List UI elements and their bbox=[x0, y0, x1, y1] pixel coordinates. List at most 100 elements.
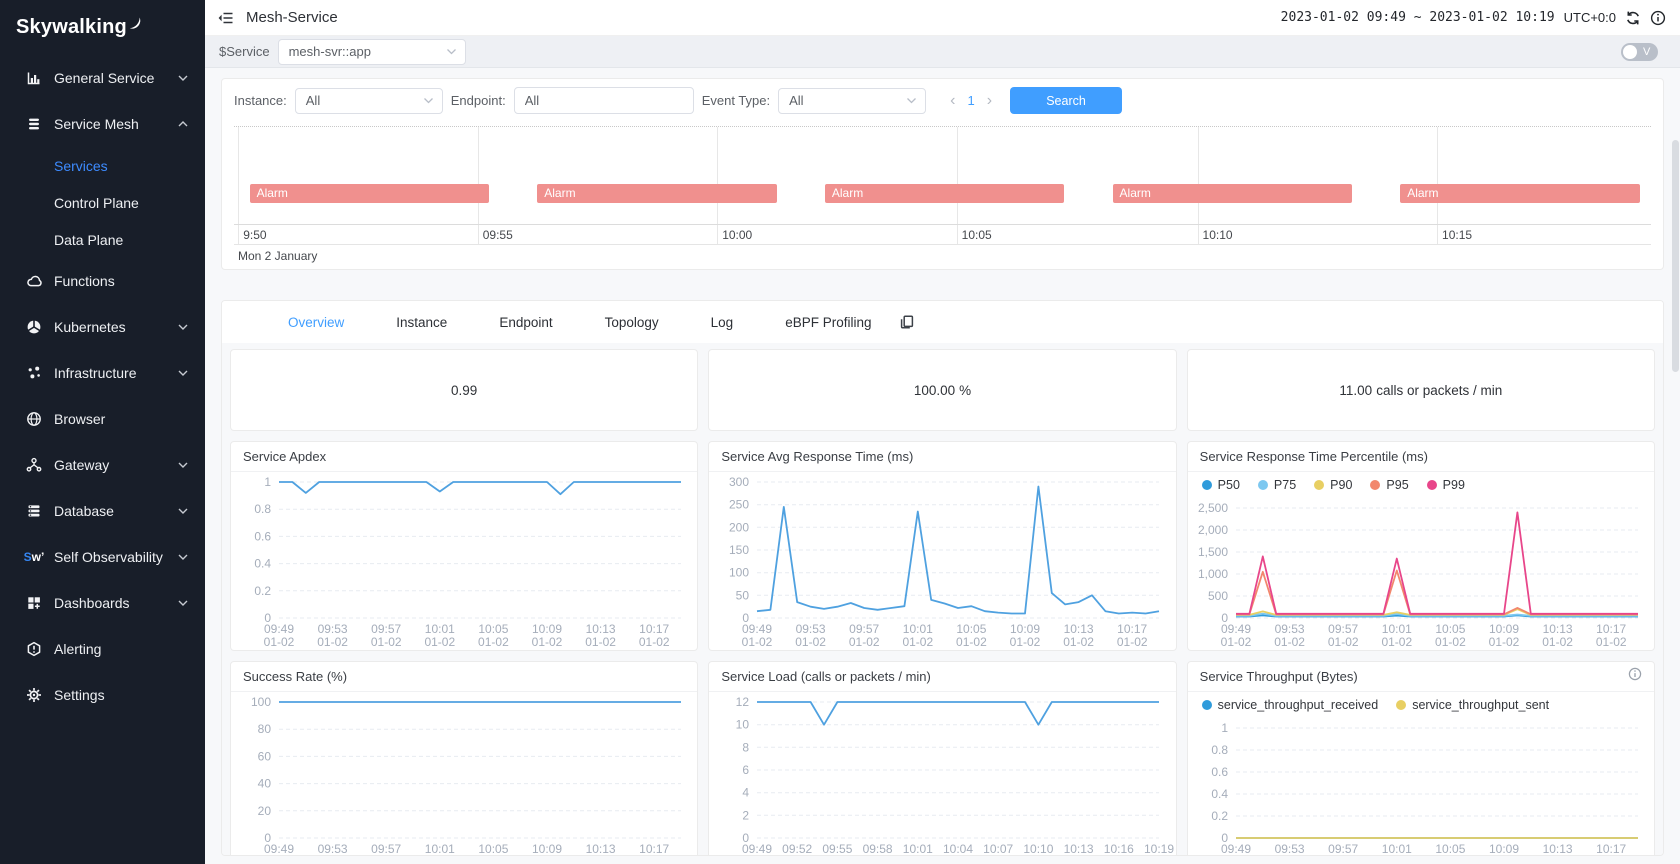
svg-text:10:05: 10:05 bbox=[957, 622, 987, 636]
sidebar-item-label: Kubernetes bbox=[54, 319, 126, 335]
svg-text:250: 250 bbox=[729, 498, 749, 512]
svg-text:10:09: 10:09 bbox=[1010, 622, 1040, 636]
success-rate-chart[interactable]: 10080604020009:4901-0209:5301-0209:5701-… bbox=[231, 692, 697, 856]
svg-text:10:19: 10:19 bbox=[1144, 842, 1174, 856]
collapse-menu-icon[interactable] bbox=[217, 10, 234, 26]
chevron-down-icon bbox=[177, 506, 189, 516]
sidebar-item-label: Infrastructure bbox=[54, 365, 137, 381]
copy-dashboard-icon[interactable] bbox=[899, 314, 915, 330]
svg-text:01-02: 01-02 bbox=[782, 855, 813, 856]
svg-text:09:57: 09:57 bbox=[850, 622, 880, 636]
metric-value: 0.99 bbox=[451, 382, 478, 398]
svg-text:0.4: 0.4 bbox=[1211, 787, 1228, 801]
sidebar-item-functions[interactable]: Functions bbox=[0, 258, 205, 304]
alarm-bar[interactable]: Alarm bbox=[537, 184, 777, 203]
tab-instance[interactable]: Instance bbox=[396, 314, 448, 330]
kubernetes-wheel-icon bbox=[26, 319, 42, 335]
sidebar-item-service-mesh[interactable]: Service Mesh bbox=[0, 101, 205, 147]
service-throughput-chart[interactable]: 10.80.60.40.2009:4901-0209:5301-0209:570… bbox=[1188, 718, 1654, 856]
svg-text:20: 20 bbox=[258, 804, 272, 818]
success-rate-summary-card[interactable]: 100.00 % bbox=[708, 349, 1177, 431]
vertical-scrollbar-thumb[interactable] bbox=[1672, 140, 1679, 372]
sidebar-item-settings[interactable]: Settings bbox=[0, 672, 205, 718]
svg-text:01-02: 01-02 bbox=[1596, 635, 1627, 649]
legend-item-p90[interactable]: P90 bbox=[1314, 478, 1352, 492]
svg-text:01-02: 01-02 bbox=[264, 635, 295, 649]
time-range-picker[interactable]: 2023-01-02 09:49 ~ 2023-01-02 10:19 bbox=[1280, 10, 1555, 25]
tab-topology[interactable]: Topology bbox=[604, 314, 659, 330]
svg-text:0: 0 bbox=[264, 831, 271, 845]
info-icon[interactable] bbox=[1650, 10, 1666, 26]
event-type-select[interactable]: All bbox=[778, 87, 927, 114]
svg-text:10:01: 10:01 bbox=[425, 842, 455, 856]
service-load-chart[interactable]: 12108642009:4901-0209:5201-0209:5501-020… bbox=[709, 692, 1175, 856]
sidebar-item-kubernetes[interactable]: Kubernetes bbox=[0, 304, 205, 350]
percentile-legend: P50 P75 P90 P95 P99 bbox=[1188, 472, 1654, 498]
svg-text:01-02: 01-02 bbox=[1117, 635, 1148, 649]
service-apdex-chart[interactable]: 1 0.8 0.6 0.4 0.2 0 09:49 01-02 09:53 01-02 09:57 0… bbox=[231, 472, 697, 650]
svg-text:09:49: 09:49 bbox=[742, 622, 772, 636]
svg-text:01-02: 01-02 bbox=[478, 635, 509, 649]
legend-dot bbox=[1396, 700, 1407, 710]
svg-text:10:13: 10:13 bbox=[1542, 622, 1572, 636]
chart-info-icon[interactable] bbox=[1628, 662, 1642, 692]
response-time-percentile-chart[interactable]: 2,500 2,000 1,500 1,000 500 0 09:49 01-02 09:53 0… bbox=[1188, 498, 1654, 650]
tab-overview[interactable]: Overview bbox=[288, 314, 345, 330]
legend-item-p99[interactable]: P99 bbox=[1426, 478, 1465, 492]
alarm-bar[interactable]: Alarm bbox=[249, 184, 490, 203]
tab-log[interactable]: Log bbox=[710, 314, 734, 330]
legend-item-sent[interactable]: service_throughput_sent bbox=[1396, 698, 1549, 712]
load-summary-card[interactable]: 11.00 calls or packets / min bbox=[1186, 349, 1655, 431]
prev-page-icon[interactable]: ‹ bbox=[950, 91, 956, 109]
alarm-bar[interactable]: Alarm bbox=[1112, 184, 1352, 203]
current-page[interactable]: 1 bbox=[967, 93, 975, 108]
sidebar-item-services[interactable]: Services bbox=[54, 157, 108, 174]
search-button[interactable]: Search bbox=[1010, 87, 1123, 114]
sidebar-item-general-service[interactable]: General Service bbox=[0, 55, 205, 101]
instance-filter-label: Instance: bbox=[234, 93, 287, 108]
legend-item-p75[interactable]: P75 bbox=[1257, 478, 1296, 492]
sidebar-item-data-plane[interactable]: Data Plane bbox=[54, 231, 124, 248]
endpoint-input[interactable] bbox=[513, 87, 694, 114]
sidebar-item-control-plane[interactable]: Control Plane bbox=[54, 194, 139, 211]
chevron-down-icon bbox=[423, 93, 434, 108]
sidebar-item-database[interactable]: Database bbox=[0, 488, 205, 534]
avg-response-time-chart[interactable]: 300 250 200 150 100 50 0 09:49 01-02 09:53 01-02 09… bbox=[709, 472, 1175, 650]
sidebar-item-dashboards[interactable]: Dashboards bbox=[0, 580, 205, 626]
alarm-timeline[interactable]: 9:50 09:55 10:00 10:05 10:10 10:15 Alarm Alarm A… bbox=[234, 126, 1651, 263]
svg-text:01-02: 01-02 bbox=[1488, 855, 1519, 856]
service-select[interactable]: mesh-svr::app bbox=[277, 38, 466, 65]
alert-hexagon-icon bbox=[26, 641, 42, 657]
legend-dot bbox=[1314, 480, 1325, 490]
instance-select[interactable]: All bbox=[294, 87, 443, 114]
sidebar-item-infrastructure[interactable]: Infrastructure bbox=[0, 350, 205, 396]
sidebar-item-self-observability[interactable]: Sw’ Self Observability bbox=[0, 534, 205, 580]
alarm-bar[interactable]: Alarm bbox=[1400, 184, 1640, 203]
legend-item-received[interactable]: service_throughput_received bbox=[1201, 698, 1378, 712]
alarm-bar[interactable]: Alarm bbox=[824, 184, 1065, 203]
svg-text:2: 2 bbox=[743, 808, 750, 822]
svg-text:10:09: 10:09 bbox=[1489, 622, 1519, 636]
apdex-summary-card[interactable]: 0.99 bbox=[230, 349, 699, 431]
legend-item-p50[interactable]: P50 bbox=[1201, 478, 1240, 492]
legend-item-p95[interactable]: P95 bbox=[1370, 478, 1409, 492]
content-area: Instance: All Endpoint: Event Type: All … bbox=[205, 68, 1680, 864]
svg-text:10:01: 10:01 bbox=[1381, 842, 1411, 856]
svg-text:1,000: 1,000 bbox=[1198, 567, 1228, 581]
svg-text:1: 1 bbox=[1221, 721, 1228, 735]
variables-toggle[interactable]: V bbox=[1621, 43, 1658, 61]
sidebar-item-alerting[interactable]: Alerting bbox=[0, 626, 205, 672]
next-page-icon[interactable]: › bbox=[986, 91, 993, 109]
svg-text:0: 0 bbox=[743, 611, 750, 625]
svg-text:1,500: 1,500 bbox=[1198, 545, 1228, 559]
tab-ebpf-profiling[interactable]: eBPF Profiling bbox=[785, 314, 872, 330]
main-area: Mesh-Service 2023-01-02 09:49 ~ 2023-01-… bbox=[205, 0, 1680, 864]
svg-text:6: 6 bbox=[743, 763, 750, 777]
tab-endpoint[interactable]: Endpoint bbox=[499, 314, 553, 330]
sidebar-item-browser[interactable]: Browser bbox=[0, 396, 205, 442]
svg-text:01-02: 01-02 bbox=[742, 855, 773, 856]
sidebar-item-gateway[interactable]: Gateway bbox=[0, 442, 205, 488]
refresh-icon[interactable] bbox=[1625, 10, 1641, 26]
svg-text:01-02: 01-02 bbox=[264, 855, 295, 856]
